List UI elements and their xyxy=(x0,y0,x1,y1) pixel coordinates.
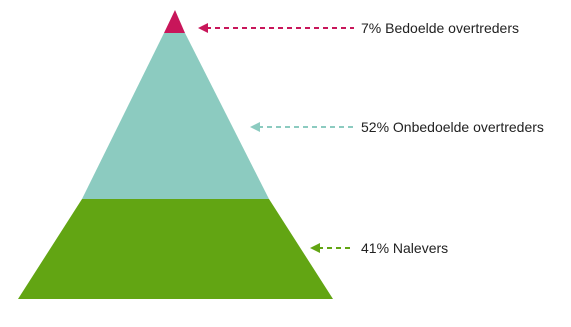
pyramid-tier-bedoelde-overtreders xyxy=(164,10,185,33)
arrow-nalevers xyxy=(310,243,354,253)
label-bedoelde-overtreders: 7% Bedoelde overtreders xyxy=(361,20,519,36)
label-nalevers: 41% Nalevers xyxy=(361,240,448,256)
pyramid-tier-nalevers xyxy=(18,199,333,299)
arrow-onbedoelde-overtreders xyxy=(250,122,354,132)
arrow-bedoelde-overtreders xyxy=(198,23,354,33)
pyramid-tier-onbedoelde-overtreders xyxy=(82,33,269,199)
label-onbedoelde-overtreders: 52% Onbedoelde overtreders xyxy=(361,119,544,135)
